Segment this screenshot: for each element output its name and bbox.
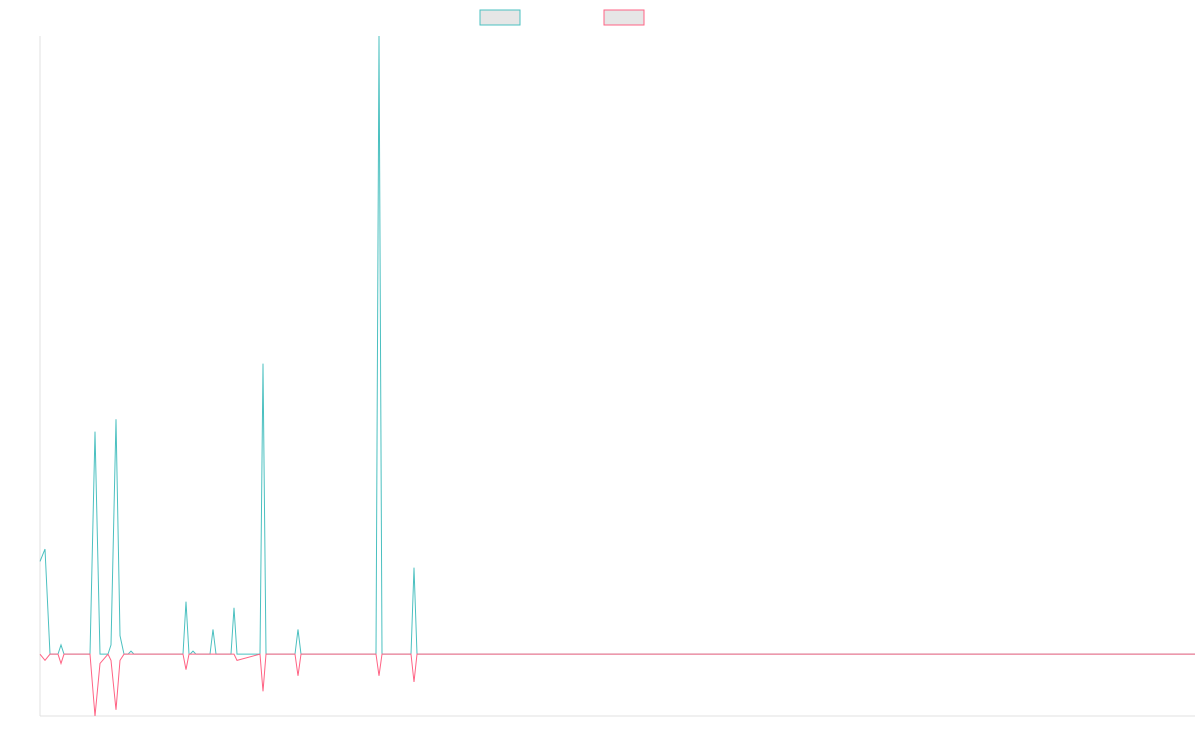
legend-swatch <box>603 9 645 26</box>
series-line <box>39 35 1195 655</box>
series-line <box>39 653 1195 717</box>
legend-swatch <box>479 9 521 26</box>
